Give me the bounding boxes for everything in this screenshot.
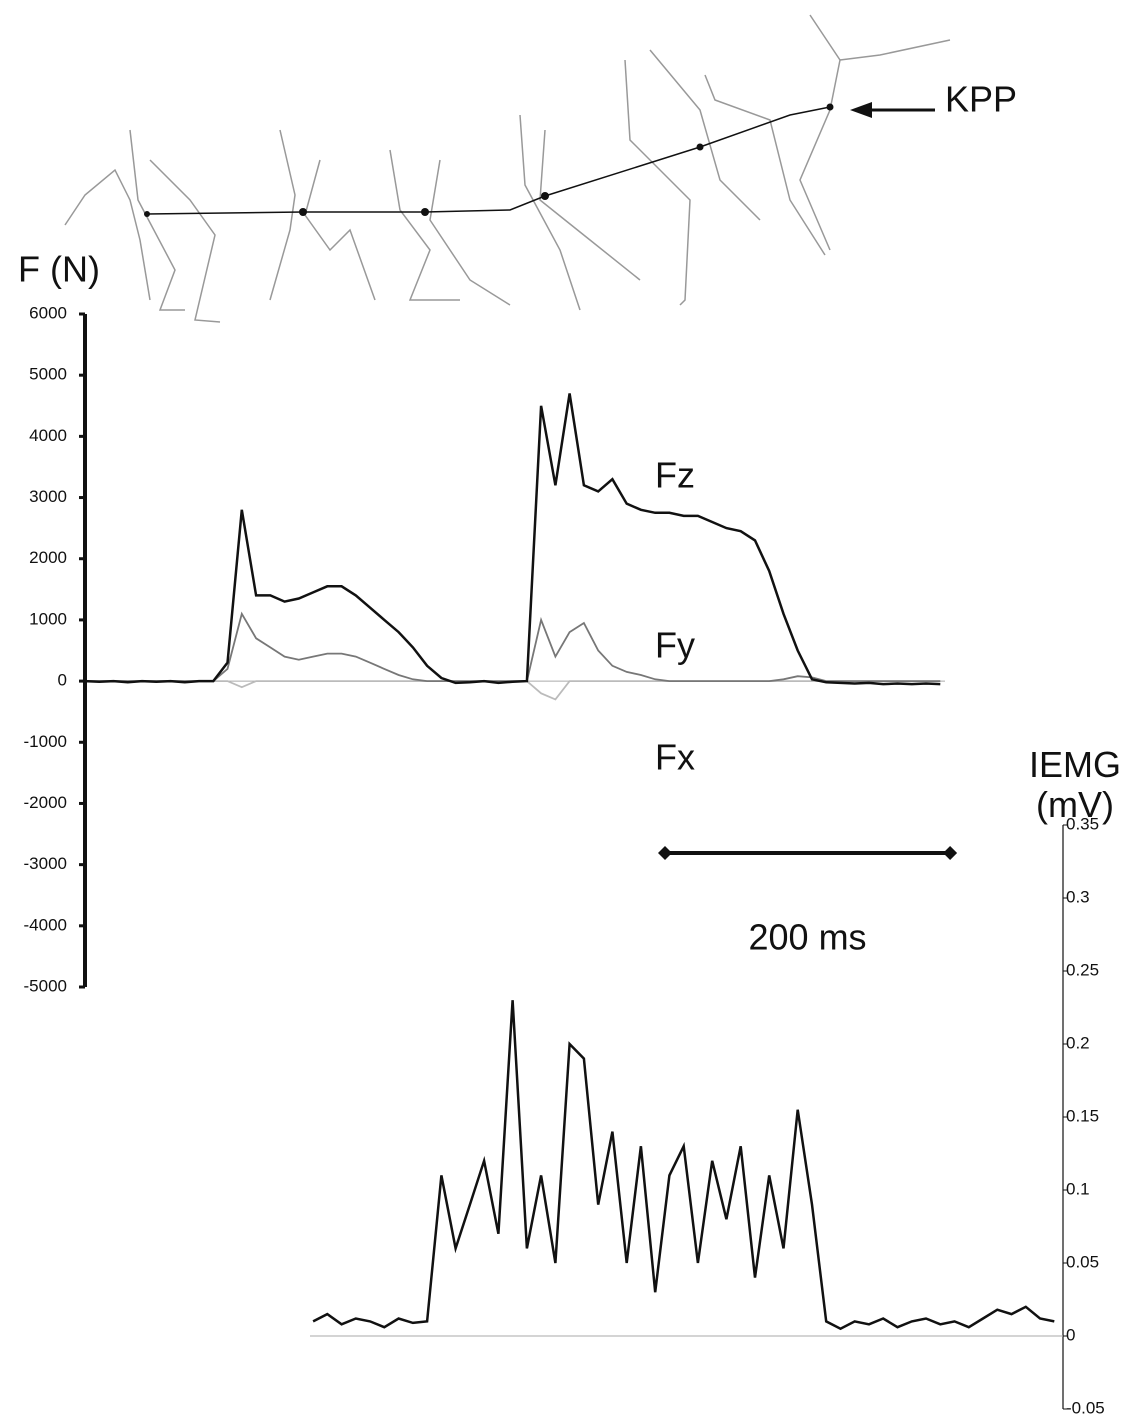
- y2-tick-label: 0.2: [1066, 1033, 1090, 1052]
- y-tick-label: -5000: [24, 976, 67, 995]
- y-tick-label: -1000: [24, 732, 67, 751]
- y2-tick-label: 0.25: [1066, 960, 1099, 979]
- series-line: [85, 611, 941, 682]
- series-label: Fz: [655, 455, 695, 496]
- y-tick-label: 0: [58, 671, 67, 690]
- stick-figures: [64, 14, 951, 323]
- y2-tick-label: 0.35: [1066, 814, 1099, 833]
- y2-tick-label: 0.05: [1066, 1252, 1099, 1271]
- kpp-arrowhead: [850, 102, 872, 118]
- series-line: [312, 1000, 1055, 1331]
- y-tick-label: -3000: [24, 854, 67, 873]
- scale-bar-end: [658, 846, 672, 860]
- y-tick-label: 4000: [29, 426, 67, 445]
- y2-tick-label: 0.15: [1066, 1106, 1099, 1125]
- series-line: [84, 393, 941, 686]
- scale-bar-end: [943, 846, 958, 860]
- y-tick-label: 3000: [29, 487, 67, 506]
- y2-tick-label: 0: [1066, 1325, 1075, 1344]
- y-tick-label: -4000: [24, 915, 67, 934]
- y-tick-label: 5000: [29, 365, 67, 384]
- y2-tick-label: 0.3: [1066, 887, 1090, 906]
- trajectory-dots: [144, 103, 834, 217]
- y-tick-label: -2000: [24, 793, 67, 812]
- y-tick-label: 1000: [29, 609, 67, 628]
- y2-tick-label: 0.1: [1066, 1179, 1090, 1198]
- series-line: [85, 680, 941, 701]
- scale-bar-label: 200 ms: [749, 917, 867, 958]
- y-tick-label: 2000: [29, 548, 67, 567]
- series-label: Fy: [655, 625, 695, 666]
- y2-axis-title: IEMG (mV): [1028, 744, 1121, 825]
- kpp-trajectory: [146, 106, 831, 215]
- y-tick-label: 6000: [29, 303, 67, 322]
- kpp-label: KPP: [945, 79, 1017, 120]
- y2-tick-label: -0.05: [1066, 1398, 1105, 1417]
- series-label: Fx: [655, 737, 695, 778]
- y-axis-title: F (N): [18, 249, 100, 290]
